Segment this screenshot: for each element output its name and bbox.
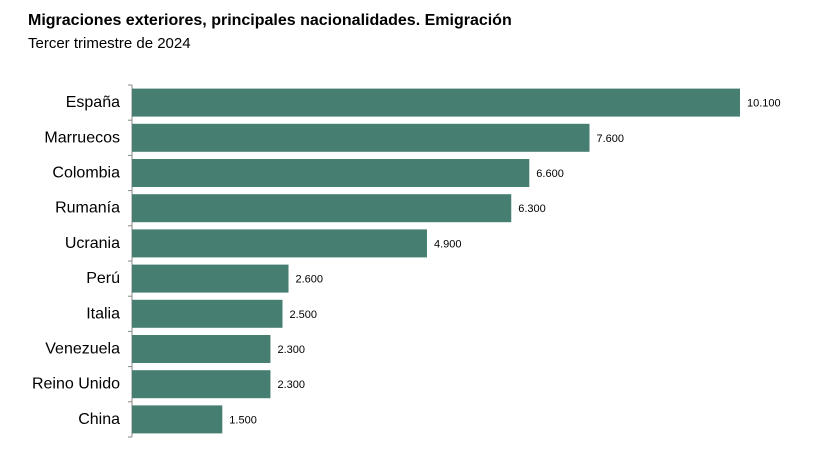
value-label: 10.100	[747, 98, 781, 110]
category-label: Reino Unido	[32, 376, 120, 393]
bar	[132, 405, 223, 434]
bar	[132, 264, 289, 293]
category-label: Ucrania	[65, 235, 120, 252]
value-label: 6.600	[536, 168, 564, 180]
value-label: 6.300	[518, 203, 546, 215]
value-label: 1.500	[229, 414, 257, 426]
category-label: Rumanía	[55, 200, 120, 217]
value-label: 2.500	[289, 309, 317, 321]
bar	[132, 194, 512, 223]
category-label: China	[78, 411, 120, 428]
value-label: 7.600	[597, 133, 625, 145]
chart-subtitle: Tercer trimestre de 2024	[28, 35, 191, 52]
category-label: Italia	[86, 305, 120, 322]
category-label: Perú	[86, 270, 120, 287]
category-label: España	[66, 94, 120, 111]
bar	[132, 159, 530, 187]
bar	[132, 123, 590, 152]
category-label: Colombia	[52, 165, 120, 182]
value-label: 4.900	[434, 238, 462, 250]
bar	[132, 335, 271, 363]
bar	[132, 229, 427, 258]
bar	[132, 88, 740, 117]
chart-title: Migraciones exteriores, principales naci…	[28, 12, 512, 29]
value-label: 2.300	[277, 379, 305, 391]
bar	[132, 370, 271, 399]
value-label: 2.300	[277, 344, 305, 356]
value-label: 2.600	[296, 274, 324, 286]
category-label: Marruecos	[44, 129, 120, 146]
bar	[132, 299, 283, 328]
category-label: Venezuela	[45, 341, 120, 358]
